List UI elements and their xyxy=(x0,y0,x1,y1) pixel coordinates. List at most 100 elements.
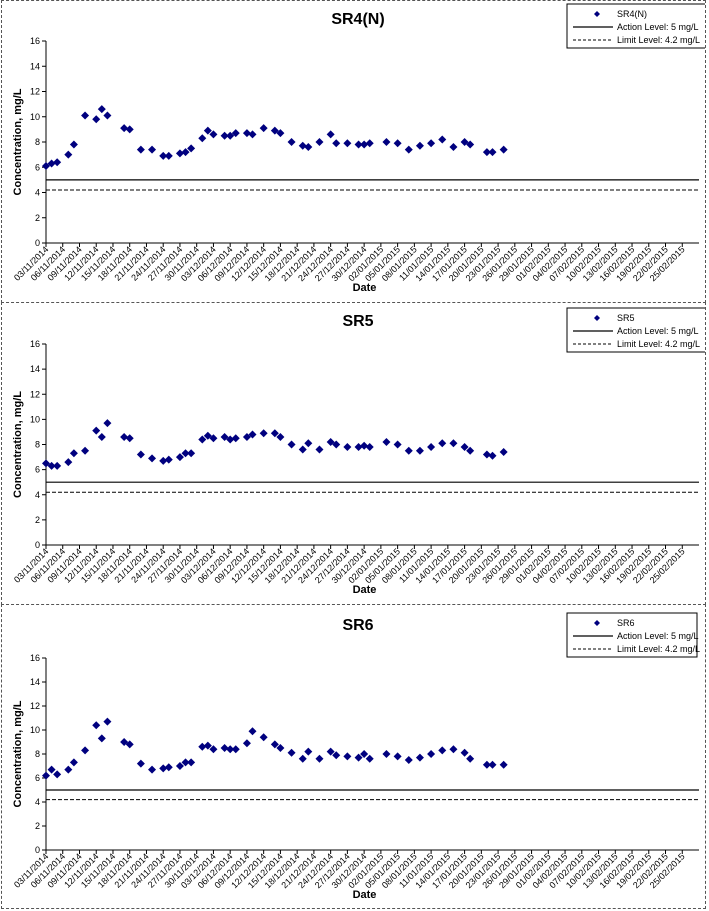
data-point xyxy=(187,449,196,458)
y-tick-label: 12 xyxy=(30,701,40,711)
data-point xyxy=(47,159,56,168)
y-tick-label: 14 xyxy=(30,364,40,374)
data-point xyxy=(164,455,173,464)
data-point xyxy=(382,138,391,146)
data-point xyxy=(226,435,235,444)
data-point xyxy=(231,745,240,754)
legend-label: SR5 xyxy=(617,313,635,323)
data-point xyxy=(92,426,101,435)
data-point xyxy=(259,124,268,133)
data-point xyxy=(103,111,112,120)
data-point xyxy=(181,449,190,458)
data-point xyxy=(92,721,101,730)
data-point xyxy=(298,445,307,454)
data-point xyxy=(449,439,458,448)
x-axis-title: Date xyxy=(353,889,377,901)
y-tick-label: 2 xyxy=(35,515,40,525)
y-tick-label: 2 xyxy=(35,821,40,831)
y-tick-label: 4 xyxy=(35,188,40,198)
data-point xyxy=(270,429,279,438)
data-point xyxy=(326,747,335,756)
data-point xyxy=(231,129,240,138)
chart-panel-sr4n: SR4(N) Concentration, mg/L 0 2 4 6 8 10 12 14 16 03… xyxy=(1,0,706,303)
data-point xyxy=(276,432,285,441)
data-point xyxy=(69,449,78,458)
data-point xyxy=(64,765,73,774)
chart-panel-sr6: SR6 Concentration, mg/L 0 2 4 6 8 10 12 14 16 03/11… xyxy=(1,604,706,909)
data-point xyxy=(242,432,251,441)
data-point xyxy=(332,440,341,449)
data-point xyxy=(81,746,90,755)
y-tick-label: 8 xyxy=(35,440,40,450)
data-point xyxy=(103,717,112,726)
data-point xyxy=(148,145,157,154)
data-point xyxy=(360,750,369,758)
data-point xyxy=(136,450,145,459)
data-point xyxy=(365,139,374,148)
data-point xyxy=(360,441,369,450)
data-point xyxy=(53,770,62,779)
data-point xyxy=(198,134,207,143)
y-tick-label: 10 xyxy=(30,112,40,122)
data-point xyxy=(365,443,374,452)
data-point xyxy=(164,151,173,160)
data-point xyxy=(360,140,369,149)
y-axis-title: Concentration, mg/L xyxy=(12,391,24,498)
data-point xyxy=(64,150,73,159)
data-point xyxy=(298,754,307,763)
chart-title: SR4(N) xyxy=(331,11,384,28)
data-point xyxy=(209,745,218,754)
data-point xyxy=(64,458,73,467)
data-point xyxy=(125,740,134,749)
legend-label: SR4(N) xyxy=(617,9,647,19)
legend-label: SR6 xyxy=(617,618,635,628)
y-tick-label: 10 xyxy=(30,414,40,424)
y-tick-label: 8 xyxy=(35,137,40,147)
data-point xyxy=(198,742,207,751)
data-point xyxy=(92,115,101,124)
data-point xyxy=(438,746,447,755)
data-point xyxy=(404,145,413,154)
data-point xyxy=(466,754,475,763)
data-point xyxy=(209,130,218,139)
data-point xyxy=(276,129,285,138)
y-tick-label: 6 xyxy=(35,465,40,475)
chart-panel-sr5: SR5 Concentration, mg/L 0 2 4 6 8 10 12 14 16 03/11… xyxy=(1,302,706,605)
y-tick-label: 16 xyxy=(30,36,40,46)
data-point xyxy=(53,158,62,167)
data-point xyxy=(404,756,413,764)
data-point xyxy=(382,437,391,446)
y-tick-label: 16 xyxy=(30,339,40,349)
data-point xyxy=(315,138,324,146)
data-point xyxy=(488,148,497,157)
data-point xyxy=(47,461,56,470)
data-point xyxy=(203,741,212,750)
data-point xyxy=(499,448,508,457)
data-point xyxy=(304,439,313,448)
x-axis-title: Date xyxy=(353,584,377,596)
data-point xyxy=(393,752,402,761)
data-point xyxy=(226,131,235,140)
legend-label: Limit Level: 4.2 mg/L xyxy=(617,35,700,45)
data-point xyxy=(220,432,229,441)
legend-label: Limit Level: 4.2 mg/L xyxy=(617,339,700,349)
chart-sr4n: SR4(N)Concentration, mg/L024681012141603… xyxy=(12,3,705,294)
y-tick-label: 0 xyxy=(35,845,40,855)
data-point xyxy=(287,440,296,449)
data-point xyxy=(198,435,207,444)
data-point xyxy=(187,758,196,767)
data-point xyxy=(81,111,90,120)
data-point xyxy=(326,437,335,446)
data-point xyxy=(466,140,475,149)
data-point xyxy=(220,744,229,752)
y-tick-label: 12 xyxy=(30,87,40,97)
data-point xyxy=(125,434,134,443)
data-point xyxy=(270,126,279,135)
data-point xyxy=(270,740,279,749)
data-point xyxy=(304,143,313,152)
legend-box xyxy=(566,307,705,353)
data-point xyxy=(415,141,424,150)
data-point xyxy=(148,765,157,774)
data-point xyxy=(181,758,190,767)
data-point xyxy=(231,434,240,443)
